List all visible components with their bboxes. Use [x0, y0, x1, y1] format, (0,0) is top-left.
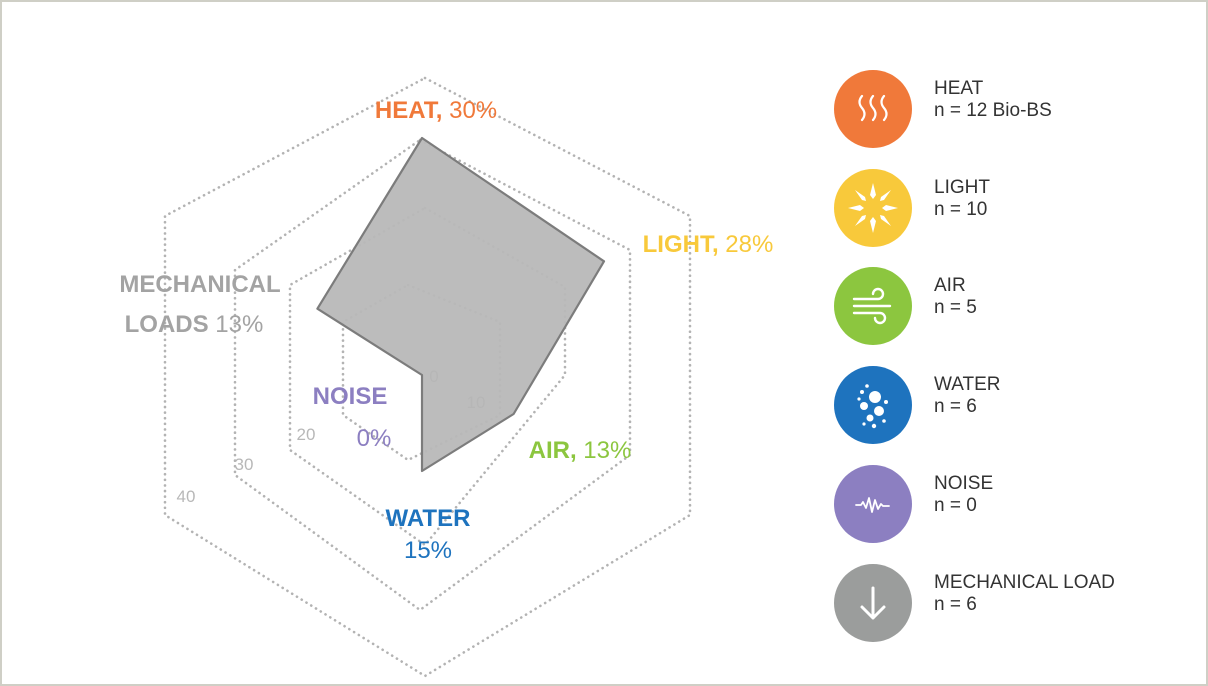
- water-icon: [834, 366, 912, 444]
- grid-ring-40: [163, 76, 692, 678]
- grid-ring-30: [233, 138, 632, 612]
- legend-count: n = 6: [934, 594, 977, 615]
- legend-title: MECHANICAL LOAD: [934, 572, 1115, 593]
- ring-label-30: 30: [235, 455, 254, 474]
- axis-label-water-name: WATER: [386, 505, 471, 532]
- axis-label-heat: HEAT, 30%: [375, 97, 497, 124]
- legend-count: n = 6: [934, 396, 977, 417]
- legend-count: n = 12 Bio-BS: [934, 100, 1052, 121]
- axis-label-noise-name: NOISE: [313, 383, 388, 410]
- legend-title: AIR: [934, 275, 966, 296]
- data-polygon: [316, 136, 606, 473]
- legend-count: n = 0: [934, 495, 977, 516]
- noise-icon: [834, 465, 912, 543]
- legend-item-water: WATER n = 6: [834, 366, 1194, 446]
- radar-grid: [163, 76, 692, 678]
- legend-count: n = 10: [934, 199, 988, 220]
- axis-label-air: AIR, 13%: [529, 437, 632, 464]
- axis-label-water-value: 15%: [404, 537, 452, 564]
- axis-label-mech-value: LOADS 13%: [125, 311, 264, 338]
- heat-icon: [834, 70, 912, 148]
- axis-labels: HEAT, 30% LIGHT, 28% AIR, 13% WATER 15% NOISE…: [119, 97, 773, 564]
- light-icon: [834, 169, 912, 247]
- legend-item-air: AIR n = 5: [834, 267, 1194, 347]
- ring-label-20: 20: [297, 425, 316, 444]
- legend-item-heat: HEAT n = 12 Bio-BS: [834, 70, 1194, 150]
- air-icon: [834, 267, 912, 345]
- legend-title: WATER: [934, 374, 1001, 395]
- mechanical-load-icon: [834, 564, 912, 642]
- legend-item-mechanical-load: MECHANICAL LOAD n = 6: [834, 564, 1194, 644]
- axis-label-mech-name: MECHANICAL: [119, 271, 280, 298]
- axis-label-noise-value: 0%: [357, 425, 392, 452]
- legend-title: LIGHT: [934, 177, 990, 198]
- legend-title: NOISE: [934, 473, 994, 494]
- radar-chart: 010203040 HEAT, 30%LIGHT, 28%AIR, 13%WAT…: [119, 76, 773, 678]
- legend-count: n = 5: [934, 297, 977, 318]
- ring-label-40: 40: [177, 487, 196, 506]
- legend-item-noise: NOISE n = 0: [834, 465, 1194, 545]
- legend-title: HEAT: [934, 78, 984, 99]
- axis-label-light: LIGHT, 28%: [643, 231, 774, 258]
- legend-item-light: LIGHT n = 10: [834, 169, 1194, 249]
